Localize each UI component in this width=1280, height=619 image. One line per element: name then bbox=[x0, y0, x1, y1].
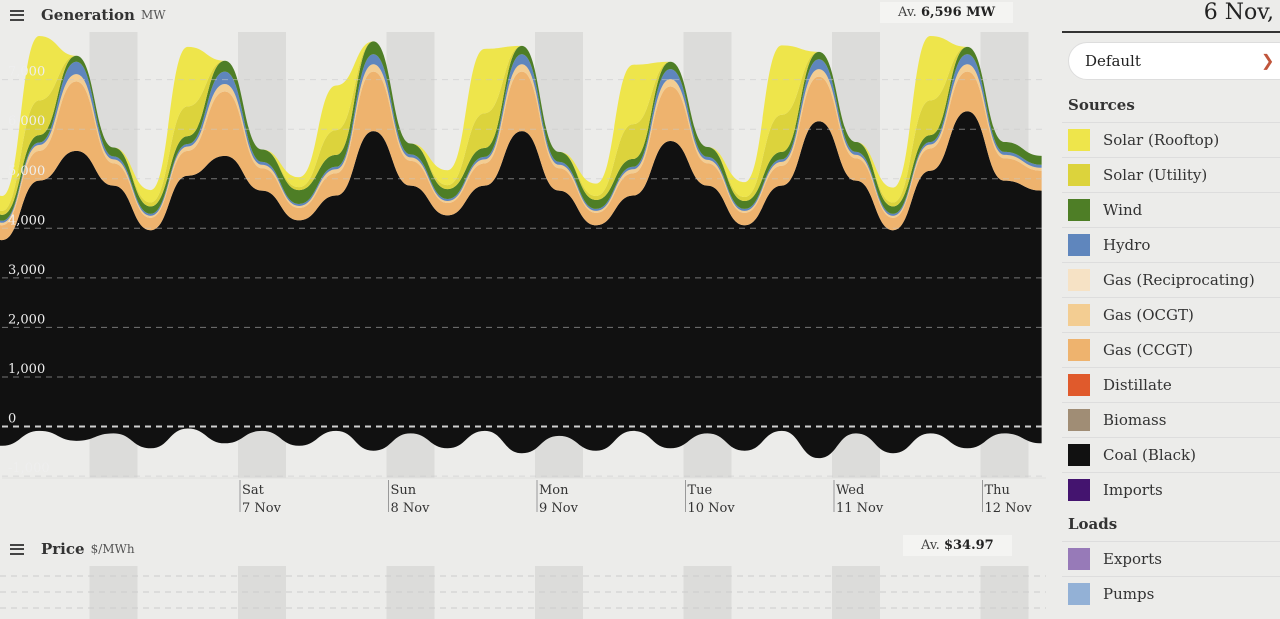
legend-label: Hydro bbox=[1103, 236, 1151, 254]
sources-heading: Sources bbox=[1068, 96, 1135, 114]
sources-legend: Solar (Rooftop) Solar (Utility) Wind Hydro G… bbox=[1062, 122, 1280, 507]
legend-item-gas-ocgt[interactable]: Gas (OCGT) bbox=[1062, 297, 1280, 332]
legend-label: Solar (Utility) bbox=[1103, 166, 1208, 184]
legend-swatch bbox=[1068, 164, 1090, 186]
x-tick-day: Thu bbox=[985, 483, 1010, 498]
legend-item-hydro[interactable]: Hydro bbox=[1062, 227, 1280, 262]
view-dropdown[interactable]: Default ❯ bbox=[1068, 42, 1280, 80]
generation-chart[interactable]: 7,000 6,000 5,000 4,000 3,000 2,000 1,000 0 -1,0… bbox=[0, 32, 1046, 522]
price-menu-icon[interactable] bbox=[10, 543, 24, 555]
legend-swatch bbox=[1068, 234, 1090, 256]
price-unit: $/MWh bbox=[90, 542, 135, 556]
x-tick-day: Mon bbox=[539, 483, 569, 498]
loads-legend: Exports Pumps bbox=[1062, 541, 1280, 611]
legend-item-pumps[interactable]: Pumps bbox=[1062, 576, 1280, 611]
price-chart[interactable] bbox=[0, 566, 1046, 619]
generation-average: Av. 6,596 MW bbox=[880, 2, 1014, 23]
y-tick-label: 2,000 bbox=[8, 312, 45, 327]
x-tick-date: 11 Nov bbox=[836, 501, 884, 516]
legend-item-imports[interactable]: Imports bbox=[1062, 472, 1280, 507]
date-display: 6 Nov, bbox=[1203, 0, 1274, 25]
legend-swatch bbox=[1068, 339, 1090, 361]
legend-label: Solar (Rooftop) bbox=[1103, 131, 1220, 149]
x-tick-date: 12 Nov bbox=[985, 501, 1033, 516]
legend-label: Exports bbox=[1103, 550, 1162, 568]
price-title: Price bbox=[41, 540, 85, 558]
legend-item-gas-reciprocating[interactable]: Gas (Reciprocating) bbox=[1062, 262, 1280, 297]
generation-unit: MW bbox=[140, 8, 166, 22]
legend-swatch bbox=[1068, 304, 1090, 326]
area-solar-rooftop bbox=[0, 35, 1042, 211]
legend-label: Pumps bbox=[1103, 585, 1155, 603]
x-tick-day: Sun bbox=[391, 483, 417, 498]
loads-heading: Loads bbox=[1068, 515, 1118, 533]
legend-swatch bbox=[1068, 409, 1090, 431]
x-tick-day: Sat bbox=[242, 483, 265, 498]
legend-item-solar-utility[interactable]: Solar (Utility) bbox=[1062, 157, 1280, 192]
y-tick-label: 6,000 bbox=[8, 114, 45, 129]
price-header: Price $/MWh bbox=[0, 534, 135, 564]
legend-item-distillate[interactable]: Distillate bbox=[1062, 367, 1280, 402]
generation-title: Generation bbox=[41, 6, 135, 24]
legend-swatch bbox=[1068, 374, 1090, 396]
legend-swatch bbox=[1068, 548, 1090, 570]
legend-label: Wind bbox=[1103, 201, 1143, 219]
generation-header: Generation MW bbox=[0, 0, 166, 30]
legend-label: Gas (OCGT) bbox=[1103, 306, 1194, 324]
legend-label: Gas (CCGT) bbox=[1103, 341, 1194, 359]
legend-label: Imports bbox=[1103, 481, 1163, 499]
legend-swatch bbox=[1068, 269, 1090, 291]
x-tick-date: 10 Nov bbox=[688, 501, 736, 516]
y-tick-label: 3,000 bbox=[8, 263, 45, 278]
legend-label: Gas (Reciprocating) bbox=[1103, 271, 1255, 289]
chevron-down-icon: ❯ bbox=[1261, 51, 1275, 70]
legend-label: Distillate bbox=[1103, 376, 1172, 394]
area-gas-ccgt bbox=[0, 71, 1042, 241]
legend-swatch bbox=[1068, 199, 1090, 221]
legend-swatch bbox=[1068, 479, 1090, 501]
area-coal-black bbox=[0, 111, 1042, 419]
date-divider bbox=[1062, 31, 1280, 33]
legend-label: Coal (Black) bbox=[1103, 446, 1196, 464]
legend-item-gas-ccgt[interactable]: Gas (CCGT) bbox=[1062, 332, 1280, 367]
legend-label: Biomass bbox=[1103, 411, 1167, 429]
generation-average-value: 6,596 MW bbox=[920, 5, 996, 20]
x-tick-date: 7 Nov bbox=[242, 501, 282, 516]
y-tick-label: 4,000 bbox=[8, 213, 45, 228]
legend-swatch bbox=[1068, 583, 1090, 605]
legend-item-solar-rooftop[interactable]: Solar (Rooftop) bbox=[1062, 122, 1280, 157]
y-tick-label: 7,000 bbox=[8, 65, 45, 80]
x-tick-day: Tue bbox=[688, 483, 713, 498]
generation-menu-icon[interactable] bbox=[10, 9, 24, 21]
y-tick-label: 5,000 bbox=[8, 164, 45, 179]
y-tick-label: 1,000 bbox=[8, 362, 45, 377]
area-exports bbox=[0, 418, 1042, 459]
legend-item-exports[interactable]: Exports bbox=[1062, 541, 1280, 576]
x-tick-date: 8 Nov bbox=[391, 501, 431, 516]
x-tick-day: Wed bbox=[836, 483, 864, 498]
legend-swatch bbox=[1068, 129, 1090, 151]
view-dropdown-value: Default bbox=[1085, 52, 1141, 70]
legend-item-biomass[interactable]: Biomass bbox=[1062, 402, 1280, 437]
legend-swatch bbox=[1068, 444, 1090, 466]
price-average: Av. $34.97 bbox=[903, 535, 1012, 556]
legend-item-coal-black[interactable]: Coal (Black) bbox=[1062, 437, 1280, 472]
legend-item-wind[interactable]: Wind bbox=[1062, 192, 1280, 227]
y-tick-label: 0 bbox=[8, 412, 16, 427]
x-tick-date: 9 Nov bbox=[539, 501, 579, 516]
price-average-value: $34.97 bbox=[943, 538, 994, 553]
y-tick-label: -1,000 bbox=[8, 461, 50, 476]
